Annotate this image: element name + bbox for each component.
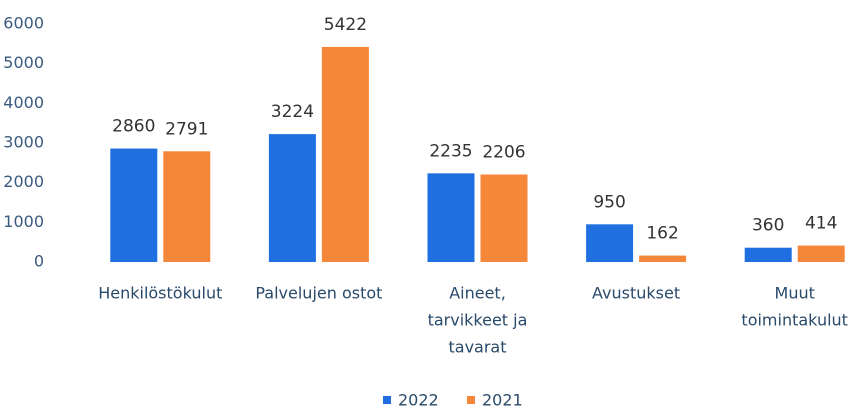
x-tick-label: Aineet, (449, 284, 506, 303)
value-label: 950 (593, 192, 625, 212)
bar (321, 46, 369, 262)
x-tick-label: tarvikkeet ja (428, 311, 528, 330)
value-label: 2791 (165, 119, 208, 139)
y-tick-label: 4000 (3, 93, 44, 112)
bar (639, 255, 687, 262)
bar (586, 224, 634, 262)
value-label: 5422 (324, 15, 367, 35)
y-tick-label: 5000 (3, 53, 44, 72)
x-tick-label: toimintakulut (741, 311, 848, 330)
bar (480, 174, 528, 262)
value-label: 2206 (482, 142, 525, 162)
x-tick-label: Palvelujen ostot (255, 284, 382, 303)
bar (744, 247, 792, 262)
bar (797, 245, 845, 262)
y-tick-label: 1000 (3, 212, 44, 231)
legend-swatch (383, 396, 391, 404)
legend-label: 2022 (398, 391, 439, 410)
value-label: 360 (752, 216, 784, 236)
bar (427, 173, 475, 262)
value-label: 414 (805, 214, 837, 234)
value-label: 2860 (112, 117, 155, 137)
value-label: 162 (646, 224, 678, 244)
x-tick-label: Avustukset (592, 284, 680, 303)
y-tick-label: 2000 (3, 172, 44, 191)
bar (268, 134, 316, 262)
x-tick-label: Henkilöstökulut (98, 284, 222, 303)
value-label: 3224 (271, 102, 314, 122)
bar (110, 148, 158, 262)
legend-swatch (467, 396, 475, 404)
y-tick-label: 6000 (3, 14, 44, 33)
x-tick-label: Muut (775, 284, 815, 303)
bar (163, 151, 211, 262)
legend-label: 2021 (482, 391, 523, 410)
y-tick-label: 0 (34, 252, 44, 271)
x-tick-label: tavarat (448, 338, 506, 357)
y-tick-label: 3000 (3, 133, 44, 152)
value-label: 2235 (429, 141, 472, 161)
